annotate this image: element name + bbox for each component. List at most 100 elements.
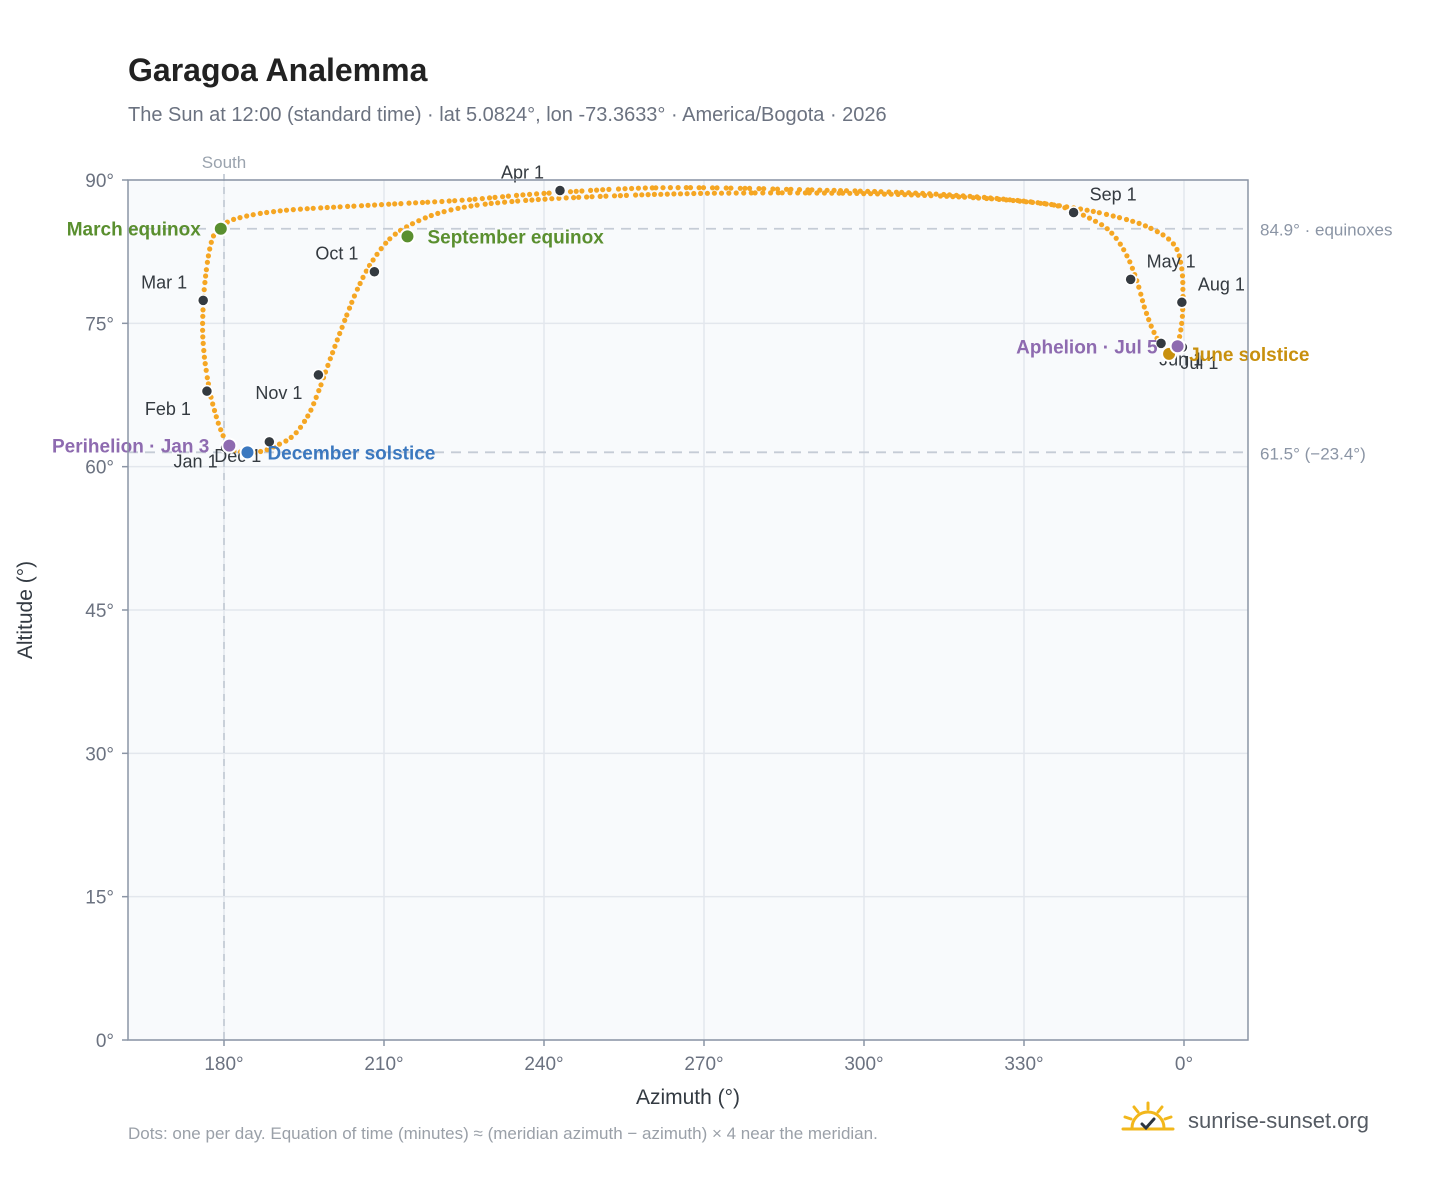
daily-dot	[881, 191, 888, 197]
daily-dot	[908, 192, 915, 198]
daily-dot	[1116, 215, 1123, 221]
daily-dot	[1017, 198, 1023, 204]
daily-dot	[824, 187, 830, 193]
brand-link[interactable]: sunrise-sunset.org	[1120, 1100, 1369, 1141]
y-tick-label: 60°	[85, 458, 114, 479]
daily-dot	[258, 448, 264, 455]
daily-dot	[351, 293, 357, 299]
daily-dot	[920, 190, 926, 196]
daily-dot	[981, 194, 987, 200]
daily-dot	[874, 191, 881, 197]
grid-lines	[128, 179, 1248, 1041]
daily-dot	[733, 190, 739, 196]
daily-dot	[967, 193, 973, 199]
daily-dot	[1064, 204, 1070, 210]
daily-dot	[1056, 203, 1062, 209]
daily-dot	[1021, 198, 1027, 204]
daily-dot	[322, 369, 329, 375]
daily-dot	[231, 216, 237, 222]
daily-dot	[468, 203, 474, 209]
month-marker-label: Jan 1	[174, 452, 218, 472]
daily-dot	[944, 193, 950, 199]
daily-dot	[1136, 220, 1142, 226]
daily-dot	[251, 449, 257, 455]
x-tick-label: 330°	[1004, 1054, 1043, 1075]
daily-dot	[1127, 259, 1133, 265]
daily-dot	[523, 197, 529, 203]
daily-dot	[203, 273, 209, 279]
daily-dot	[1113, 235, 1119, 241]
event-label: December solstice	[267, 443, 435, 464]
daily-dot	[413, 200, 419, 206]
daily-dot	[200, 320, 206, 326]
daily-dot	[327, 356, 333, 362]
month-marker-label: Mar 1	[141, 272, 187, 292]
daily-dot	[622, 186, 628, 192]
daily-dot	[345, 203, 351, 209]
x-tick-label: 0°	[1175, 1054, 1193, 1075]
month-marker	[368, 265, 381, 278]
daily-dot	[283, 207, 290, 213]
daily-dot	[366, 262, 373, 269]
daily-dot	[941, 191, 947, 198]
x-tick-label: 300°	[844, 1054, 883, 1075]
daily-dot	[387, 236, 393, 242]
daily-dot	[1092, 218, 1099, 224]
daily-dot	[711, 190, 718, 196]
daily-dot	[488, 200, 494, 206]
brand-name[interactable]: sunrise-sunset.org	[1188, 1107, 1369, 1133]
daily-dot	[409, 221, 416, 227]
daily-dot	[425, 199, 431, 205]
sun-check-icon	[1120, 1100, 1176, 1141]
daily-dot	[760, 190, 766, 196]
daily-dot	[933, 191, 939, 197]
daily-dot	[1146, 317, 1152, 323]
daily-dot	[351, 203, 357, 209]
daily-dot	[974, 194, 980, 200]
x-axis-label: Azimuth (°)	[636, 1086, 740, 1109]
daily-dot	[902, 192, 908, 198]
daily-dot	[313, 394, 319, 400]
daily-dot	[398, 201, 404, 207]
daily-dot	[718, 190, 725, 196]
daily-dot	[748, 190, 754, 196]
meridian-label: South	[202, 153, 246, 172]
month-marker-label: Feb 1	[145, 399, 191, 419]
daily-dot	[378, 246, 384, 252]
daily-dot	[311, 401, 317, 407]
daily-dot	[1180, 300, 1186, 306]
daily-dot	[913, 190, 919, 196]
daily-dot	[956, 194, 962, 200]
daily-dot	[1003, 197, 1009, 203]
daily-dot	[495, 200, 501, 206]
chart-title: Garagoa Analemma	[128, 52, 428, 88]
daily-dot	[795, 190, 801, 196]
daily-dot	[783, 186, 790, 192]
daily-dot	[615, 186, 622, 192]
daily-dot	[584, 194, 590, 200]
daily-dot	[500, 194, 506, 200]
daily-dot	[723, 185, 729, 191]
daily-dot	[741, 190, 747, 196]
daily-dot	[201, 293, 207, 299]
daily-dot	[342, 317, 348, 323]
daily-dot	[419, 199, 426, 206]
daily-dot	[579, 188, 585, 194]
daily-dot	[852, 188, 858, 194]
daily-dot	[1023, 199, 1029, 205]
daily-dot	[331, 204, 337, 210]
daily-dot	[210, 233, 217, 239]
daily-dot	[984, 195, 990, 202]
reference-line-label: 84.9° · equinoxes	[1260, 221, 1393, 240]
daily-dot	[354, 286, 360, 292]
daily-dot	[953, 192, 960, 198]
daily-dot	[915, 192, 921, 198]
daily-dot	[201, 287, 207, 293]
daily-dot	[264, 209, 270, 216]
reference-lines: South 84.9° · equinoxes 61.5° (−23.4°)	[128, 153, 1393, 1040]
daily-dot	[588, 187, 594, 193]
y-tick-label: 45°	[85, 601, 114, 622]
daily-dot	[770, 186, 776, 192]
daily-dot	[571, 195, 577, 201]
daily-dot	[1062, 205, 1068, 211]
